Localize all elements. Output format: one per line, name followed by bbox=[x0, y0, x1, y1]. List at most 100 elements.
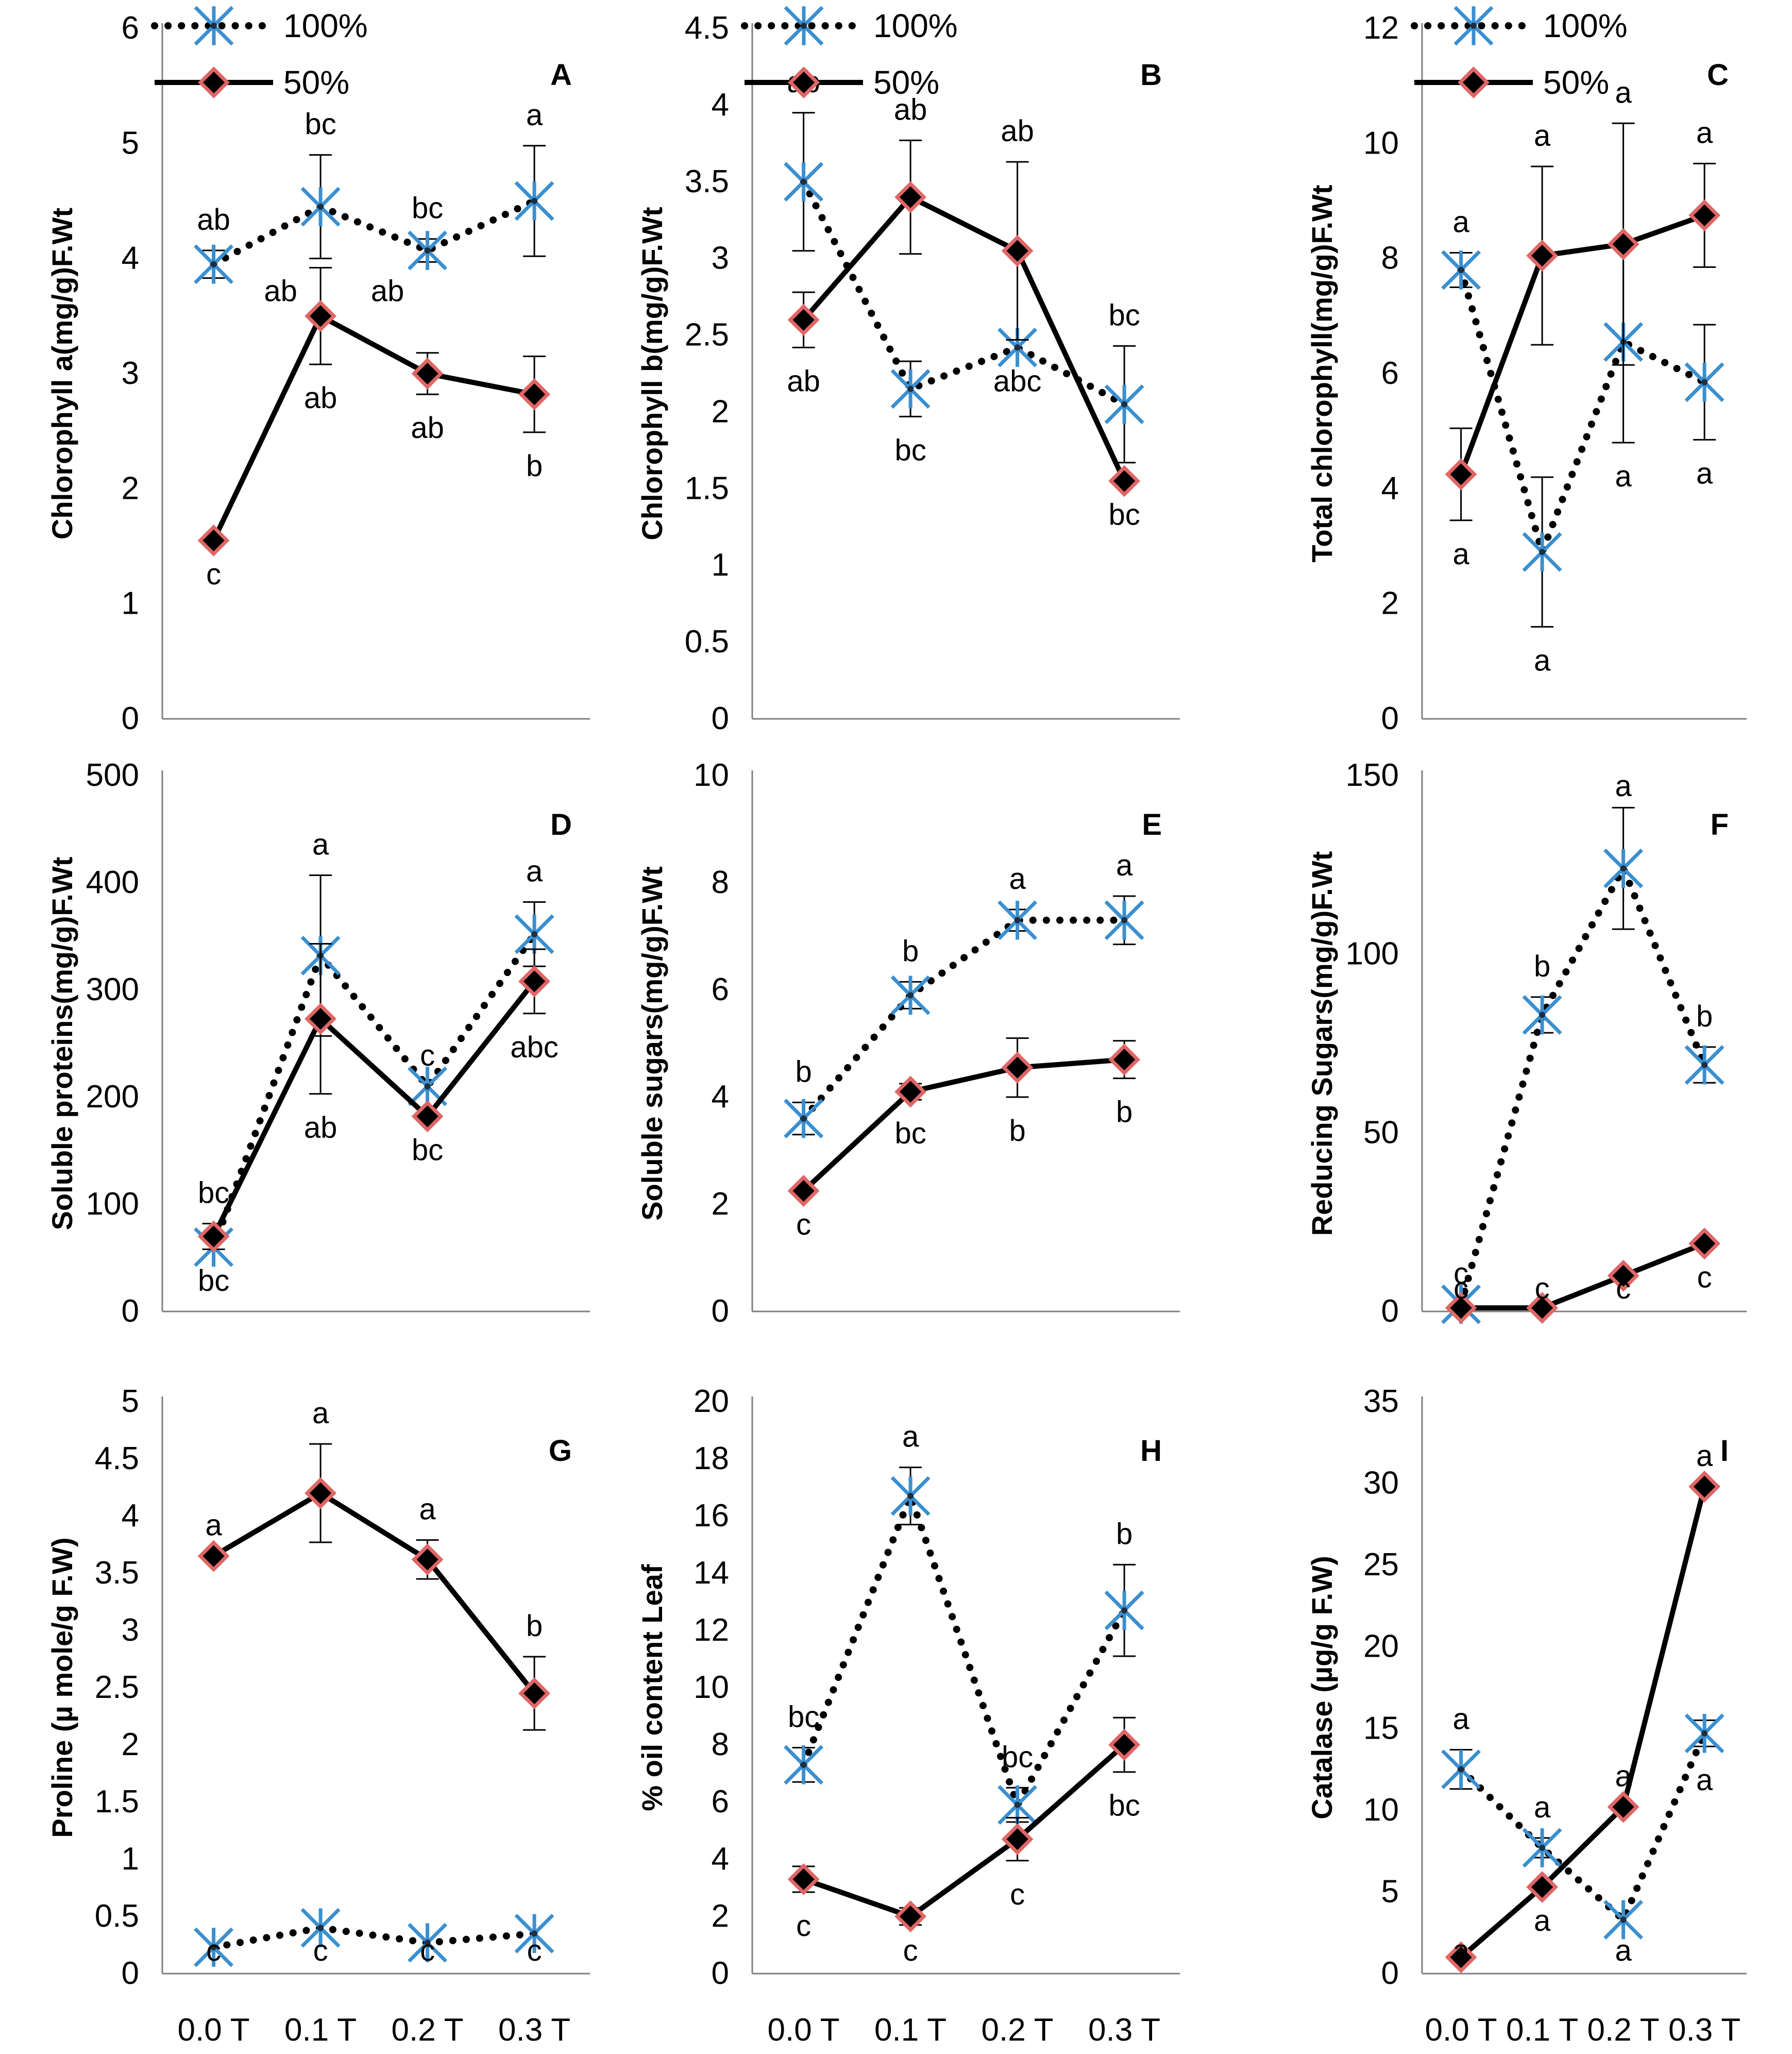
data-point bbox=[1526, 1292, 1559, 1324]
y-tick-label: 2.5 bbox=[685, 317, 729, 353]
data-point bbox=[1001, 1823, 1034, 1856]
series-50 bbox=[197, 267, 551, 557]
x-tick-label: 0.3 T bbox=[1668, 2012, 1740, 2048]
data-point bbox=[784, 162, 824, 202]
significance-label: c bbox=[206, 1934, 221, 1967]
panel-letter: G bbox=[549, 1434, 572, 1468]
data-point bbox=[1441, 1749, 1481, 1790]
data-point bbox=[518, 1677, 551, 1710]
y-tick-label: 3 bbox=[122, 1612, 139, 1648]
y-tick-label: 8 bbox=[712, 865, 729, 900]
significance-label: b bbox=[1116, 1096, 1132, 1129]
y-axis-title: Reducing Sugars(mg/g)F.Wt bbox=[1306, 851, 1338, 1236]
panel-d: 0 100 200 300 400 500 Soluble proteins(mg/g)F.… bbox=[46, 757, 590, 1329]
significance-label: a bbox=[1116, 849, 1133, 882]
legend-item-50: 50% bbox=[1414, 64, 1609, 101]
y-tick-label: 8 bbox=[712, 1727, 729, 1762]
y-axis-title: Soluble sugars(mg/g)F.Wt bbox=[636, 866, 668, 1221]
panel-i: 0 5 10 15 20 25 30 35 0.0 T 0.1 T 0.2 T 0.3 T Catala… bbox=[1306, 1384, 1747, 2048]
y-tick-label: 0.5 bbox=[685, 624, 729, 660]
data-point bbox=[305, 300, 337, 332]
y-tick-label: 4 bbox=[712, 87, 729, 123]
legend-item-100: 100% bbox=[741, 6, 958, 46]
series-line bbox=[800, 1486, 1128, 1814]
data-point bbox=[890, 369, 931, 409]
legend-label: 100% bbox=[873, 7, 958, 44]
legend-item-100: 100% bbox=[151, 6, 368, 46]
data-point bbox=[408, 1923, 448, 1963]
series-100 bbox=[784, 1467, 1144, 1825]
y-axis-title: Chlorophyll b(mg/g)F.Wt bbox=[636, 207, 668, 541]
legend: 100% 50% bbox=[151, 6, 368, 101]
data-point bbox=[514, 1913, 554, 1954]
data-point bbox=[411, 1100, 444, 1133]
series-line bbox=[1457, 266, 1709, 564]
significance-label: a bbox=[1696, 457, 1713, 490]
y-tick-label: 6 bbox=[1381, 356, 1399, 391]
x-tick-label: 0.2 T bbox=[1587, 2012, 1660, 2048]
data-point bbox=[194, 244, 234, 284]
x-tick-label: 0.3 T bbox=[498, 2012, 570, 2048]
y-tick-label: 1 bbox=[712, 547, 729, 583]
series-line bbox=[1461, 1241, 1705, 1311]
series-50 bbox=[787, 1037, 1141, 1207]
y-tick-label: 10 bbox=[694, 1670, 729, 1705]
y-tick-label: 14 bbox=[694, 1555, 729, 1591]
y-tick-label: 3.5 bbox=[685, 164, 729, 199]
significance-label: a bbox=[1615, 460, 1632, 493]
y-tick-label: 6 bbox=[122, 10, 139, 46]
y-tick-label: 10 bbox=[1363, 1792, 1399, 1828]
data-point bbox=[408, 230, 448, 271]
y-tick-label: 0 bbox=[712, 701, 729, 736]
significance-label: a bbox=[1452, 206, 1469, 239]
data-point bbox=[890, 1476, 931, 1516]
x-tick-label: 0.1 T bbox=[874, 2012, 946, 2048]
x-tick-label: 0.0 T bbox=[768, 2012, 840, 2048]
significance-label: a bbox=[1696, 1763, 1713, 1797]
data-point bbox=[1684, 1045, 1725, 1085]
series-50 bbox=[1445, 1227, 1721, 1324]
legend: 100% 50% bbox=[1411, 6, 1628, 101]
significance-label: bc bbox=[198, 1264, 229, 1298]
significance-label: a bbox=[1696, 116, 1713, 149]
data-point bbox=[514, 181, 554, 221]
y-tick-label: 0 bbox=[1381, 701, 1399, 736]
significance-label: a bbox=[1696, 1439, 1713, 1473]
series-50 bbox=[197, 1443, 551, 1731]
significance-label: c bbox=[796, 1208, 811, 1241]
data-point bbox=[1104, 384, 1144, 425]
y-tick-label: 0 bbox=[122, 701, 139, 736]
series-line bbox=[212, 1490, 537, 1695]
data-point bbox=[1108, 1729, 1141, 1761]
significance-label: bc bbox=[1108, 498, 1140, 531]
y-tick-label: 50 bbox=[1363, 1115, 1399, 1150]
y-tick-label: 200 bbox=[86, 1079, 139, 1115]
significance-label: b bbox=[1534, 950, 1550, 983]
data-point bbox=[1684, 362, 1725, 402]
significance-label: bc bbox=[894, 1117, 926, 1150]
data-point bbox=[998, 900, 1038, 940]
data-point bbox=[1526, 240, 1559, 272]
significance-label: abc bbox=[510, 1031, 559, 1064]
legend-label: 50% bbox=[283, 64, 349, 101]
y-tick-label: 1 bbox=[122, 586, 139, 621]
significance-label: a bbox=[1452, 537, 1469, 571]
significance-label: ab bbox=[787, 364, 820, 398]
significance-label: c bbox=[1535, 1272, 1550, 1305]
panel-letter: C bbox=[1707, 58, 1729, 92]
data-point bbox=[1688, 1470, 1721, 1503]
significance-label: c bbox=[420, 1039, 435, 1072]
significance-label: c bbox=[796, 1909, 811, 1943]
x-tick-label: 0.1 T bbox=[1506, 2012, 1578, 2048]
data-point bbox=[894, 181, 927, 213]
significance-label: c bbox=[1453, 1257, 1468, 1290]
y-tick-label: 2 bbox=[712, 1898, 729, 1934]
panel-letter: F bbox=[1711, 808, 1729, 841]
significance-label: bc bbox=[1002, 1740, 1033, 1774]
data-point bbox=[518, 378, 551, 411]
significance-label: a bbox=[1452, 1703, 1469, 1736]
data-point bbox=[1607, 1259, 1639, 1292]
significance-label: c bbox=[313, 1934, 328, 1967]
y-tick-label: 30 bbox=[1363, 1466, 1399, 1501]
y-tick-label: 5 bbox=[122, 125, 139, 161]
